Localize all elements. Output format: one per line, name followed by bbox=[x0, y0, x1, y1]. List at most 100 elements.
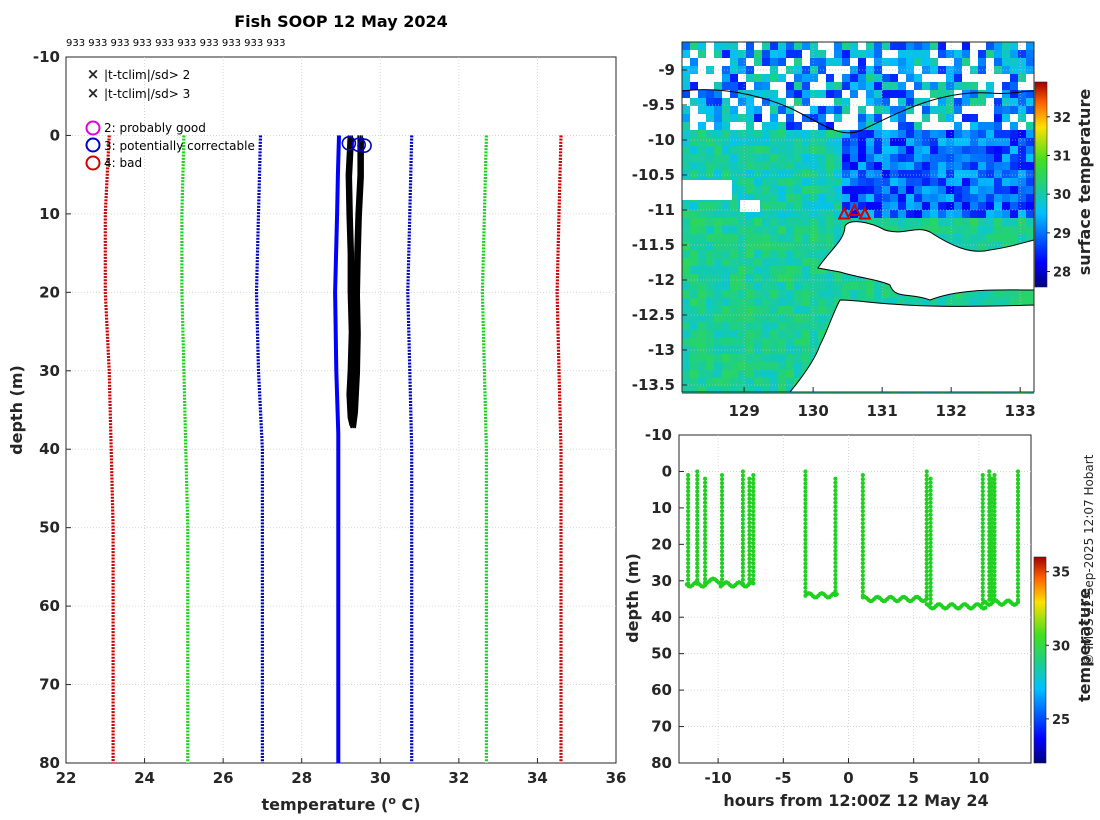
depth-time-point bbox=[833, 556, 838, 562]
map-pixel bbox=[738, 258, 746, 266]
depth-time-point bbox=[686, 545, 691, 550]
map-pixel bbox=[970, 290, 978, 298]
map-pixel bbox=[938, 82, 946, 90]
map-pixel bbox=[866, 170, 874, 178]
map-pixel bbox=[714, 282, 722, 290]
map-pixel bbox=[746, 378, 754, 386]
map-pixel bbox=[778, 370, 786, 378]
map-pixel bbox=[786, 50, 794, 58]
map-pixel bbox=[730, 186, 738, 194]
map-pixel bbox=[986, 210, 994, 218]
depth-time-point bbox=[751, 569, 756, 574]
map-pixel bbox=[802, 266, 810, 274]
map-pixel bbox=[834, 50, 842, 58]
depth-time-point bbox=[740, 481, 745, 486]
map-pixel bbox=[698, 106, 706, 114]
profile-y-tick-label-7: 60 bbox=[39, 597, 60, 615]
map-pixel bbox=[898, 138, 906, 146]
map-pixel bbox=[738, 138, 746, 146]
map-pixel bbox=[794, 202, 802, 210]
map-pixel bbox=[826, 218, 834, 226]
map-pixel bbox=[714, 210, 722, 218]
map-pixel bbox=[946, 90, 954, 98]
map-pixel bbox=[978, 218, 986, 226]
map-pixel bbox=[1010, 170, 1018, 178]
depth-time-point bbox=[740, 537, 745, 542]
map-pixel bbox=[738, 50, 746, 58]
map-pixel bbox=[842, 290, 850, 298]
map-pixel bbox=[826, 290, 834, 298]
map-pixel bbox=[690, 354, 698, 362]
depth-time-x-tick-label-2: 0 bbox=[843, 769, 853, 787]
map-pixel bbox=[1026, 50, 1034, 58]
map-pixel bbox=[802, 338, 810, 346]
depth-time-point bbox=[702, 496, 708, 501]
map-pixel bbox=[714, 266, 722, 274]
map-pixel bbox=[698, 202, 706, 210]
map-pixel bbox=[1018, 202, 1026, 210]
map-pixel bbox=[682, 146, 690, 154]
depth-time-point bbox=[1015, 549, 1021, 554]
map-pixel bbox=[874, 138, 882, 146]
map-pixel bbox=[978, 202, 986, 210]
map-pixel bbox=[946, 50, 954, 58]
depth-time-point bbox=[1015, 501, 1021, 506]
map-pixel bbox=[778, 170, 786, 178]
map-pixel bbox=[874, 42, 882, 50]
map-pixel bbox=[770, 50, 778, 58]
map-pixel bbox=[954, 210, 962, 218]
map-pixel bbox=[914, 130, 922, 138]
map-pixel bbox=[722, 74, 730, 82]
map-pixel bbox=[810, 162, 818, 170]
depth-time-point bbox=[702, 552, 708, 558]
map-pixel bbox=[938, 186, 946, 194]
map-pixel bbox=[762, 258, 770, 266]
map-pixel bbox=[794, 362, 802, 370]
map-pixel bbox=[778, 242, 786, 250]
depth-time-point bbox=[928, 532, 933, 537]
map-pixel bbox=[906, 210, 914, 218]
map-pixel bbox=[762, 154, 770, 162]
depth-time-point bbox=[928, 572, 933, 578]
map-pixel bbox=[906, 130, 914, 138]
map-pixel bbox=[826, 138, 834, 146]
depth-time-point bbox=[860, 489, 865, 494]
map-pixel bbox=[898, 122, 906, 130]
depth-time-point bbox=[992, 557, 997, 562]
map-pixel bbox=[954, 82, 962, 90]
profile-y-tick-label-9: 80 bbox=[39, 754, 60, 772]
depth-time-point bbox=[686, 529, 691, 534]
profile-series-5 bbox=[555, 135, 563, 763]
map-y-tick-label-1: -9.5 bbox=[642, 96, 675, 114]
depth-time-point bbox=[980, 533, 985, 538]
map-pixel bbox=[698, 90, 706, 98]
depth-time-point bbox=[803, 473, 808, 478]
depth-time-point bbox=[928, 480, 933, 485]
map-pixel bbox=[778, 378, 786, 386]
depth-time-point bbox=[702, 524, 708, 529]
depth-time-point bbox=[980, 529, 985, 534]
map-pixel bbox=[682, 42, 690, 50]
depth-time-point bbox=[924, 573, 929, 578]
map-pixel bbox=[882, 98, 890, 106]
depth-time-point bbox=[740, 493, 745, 498]
map-pixel bbox=[850, 146, 858, 154]
map-pixel bbox=[970, 138, 978, 146]
depth-time-point bbox=[833, 532, 838, 537]
map-pixel bbox=[946, 226, 954, 234]
map-pixel bbox=[1018, 130, 1026, 138]
map-pixel bbox=[714, 298, 722, 306]
map-pixel bbox=[834, 82, 842, 90]
map-pixel bbox=[938, 218, 946, 226]
map-pixel bbox=[714, 354, 722, 362]
map-pixel bbox=[906, 218, 914, 226]
depth-time-point bbox=[749, 580, 755, 585]
map-pixel bbox=[698, 98, 706, 106]
map-pixel bbox=[810, 194, 818, 202]
map-pixel bbox=[906, 298, 914, 306]
map-pixel bbox=[834, 298, 842, 306]
map-pixel bbox=[690, 98, 698, 106]
depth-time-point bbox=[751, 549, 756, 554]
profile-series-3 bbox=[406, 135, 414, 763]
map-pixel bbox=[890, 42, 898, 50]
